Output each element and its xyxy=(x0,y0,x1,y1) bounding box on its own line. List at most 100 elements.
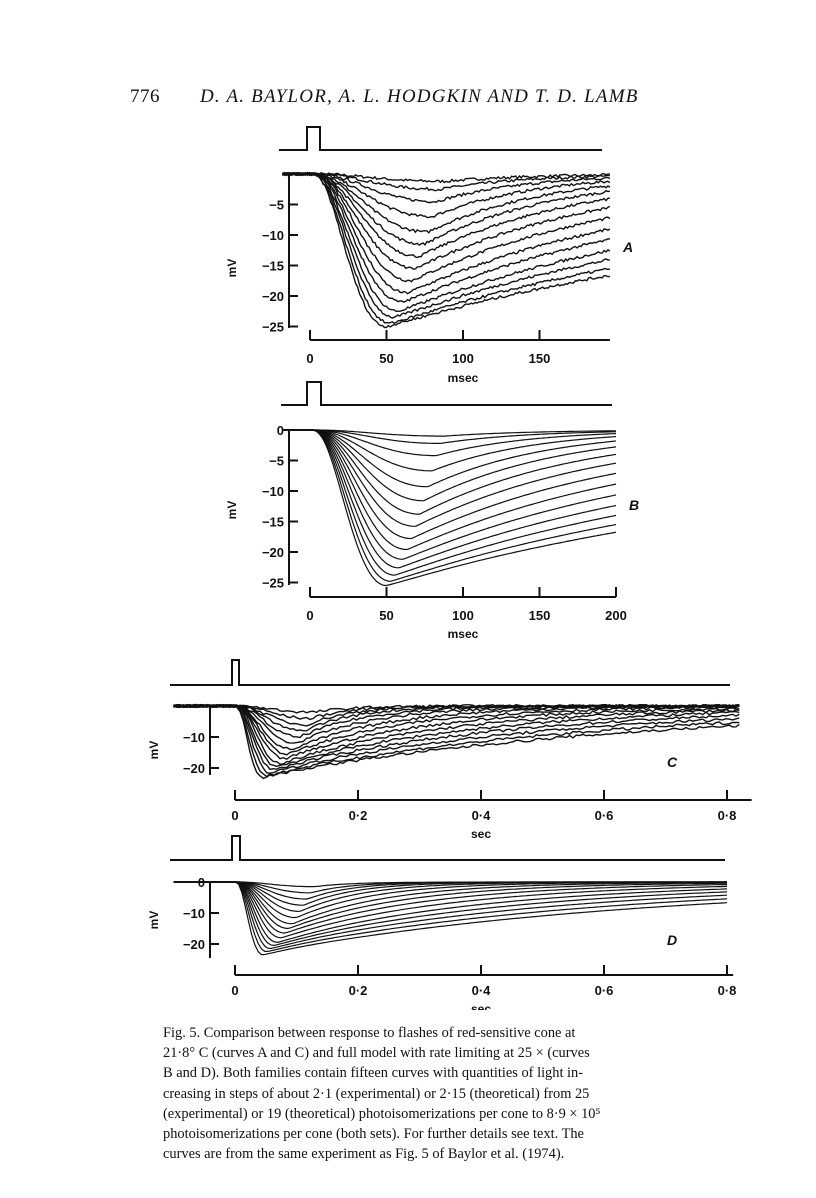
response-curve xyxy=(173,703,740,744)
response-curve xyxy=(282,429,617,515)
x-tick-label: 150 xyxy=(529,351,551,366)
y-tick-label: −10 xyxy=(183,730,205,745)
y-tick-label: 0 xyxy=(277,423,284,438)
response-curve xyxy=(282,429,617,488)
y-axis-label: mV xyxy=(147,741,161,760)
response-curve xyxy=(173,703,740,765)
figure-caption: Fig. 5. Comparison between response to f… xyxy=(163,1023,735,1164)
x-tick-label: 0·8 xyxy=(718,983,737,998)
caption-line: photoisomerizations per cone (both sets)… xyxy=(163,1126,584,1143)
panel-letter-b: B xyxy=(629,497,639,513)
y-axis-label: mV xyxy=(225,259,239,278)
response-curve xyxy=(282,172,611,234)
caption-line: 21·8° C (curves A and C) and full model … xyxy=(163,1045,590,1062)
response-curve xyxy=(173,703,740,780)
y-tick-label: −10 xyxy=(262,228,284,243)
figure-5: −5 −10 −15 −20 −25 mV 0 50 100 150 msec A 0 −5 −10 −15 −… xyxy=(147,126,752,1010)
response-curve xyxy=(282,171,611,313)
x-axis-label: sec xyxy=(471,827,491,841)
response-curve xyxy=(173,703,740,761)
response-curve xyxy=(282,429,617,540)
caption-line: creasing in steps of about 2·1 (experime… xyxy=(163,1085,590,1102)
caption-line: curves are from the same experiment as F… xyxy=(163,1146,565,1163)
x-tick-label: 150 xyxy=(529,608,551,623)
response-curve xyxy=(282,429,617,560)
flash-stimulus-trace xyxy=(170,659,730,686)
x-tick-label: 0·6 xyxy=(595,983,614,998)
y-tick-label: −5 xyxy=(269,198,284,213)
x-tick-label: 100 xyxy=(452,351,474,366)
x-tick-label: 0 xyxy=(306,351,313,366)
x-tick-label: 0 xyxy=(231,983,238,998)
response-curve xyxy=(173,703,740,739)
flash-stimulus-trace xyxy=(281,381,612,406)
response-curve xyxy=(173,881,728,947)
response-curve xyxy=(173,881,728,930)
caption-line: Fig. 5. Comparison between response to f… xyxy=(163,1025,576,1041)
x-tick-label: 0 xyxy=(231,808,238,823)
y-tick-label: −20 xyxy=(262,545,284,560)
x-tick-label: 50 xyxy=(379,608,393,623)
response-curve xyxy=(173,881,728,952)
response-curve xyxy=(173,703,740,751)
response-curve xyxy=(282,171,610,303)
response-curve xyxy=(282,171,611,295)
response-curve xyxy=(282,429,617,527)
y-tick-label: −10 xyxy=(183,906,205,921)
response-curve xyxy=(282,429,617,582)
response-curve xyxy=(281,171,610,184)
response-curve xyxy=(282,429,617,576)
response-curve xyxy=(282,171,611,324)
y-tick-label: −15 xyxy=(262,515,284,530)
y-tick-label: −25 xyxy=(262,320,284,335)
response-curve xyxy=(282,171,611,204)
x-axis-label: msec xyxy=(448,627,479,641)
caption-line: (experimental) or 19 (theoretical) photo… xyxy=(163,1105,601,1122)
response-curve xyxy=(282,172,611,219)
y-axis-label: mV xyxy=(147,911,161,930)
y-tick-label: −25 xyxy=(262,576,284,591)
x-axis-label: sec xyxy=(471,1002,491,1010)
running-header: 776 D. A. BAYLOR, A. L. HODGKIN AND T. D… xyxy=(130,86,730,116)
x-tick-label: 0·4 xyxy=(472,983,492,998)
response-curve xyxy=(173,881,728,939)
x-tick-label: 0 xyxy=(306,608,313,623)
y-tick-label: −20 xyxy=(262,289,284,304)
response-curve xyxy=(282,171,610,329)
response-curve xyxy=(282,429,617,587)
x-tick-label: 0·2 xyxy=(349,808,368,823)
response-curve xyxy=(282,171,610,259)
caption-line: B and D). Both families contain fifteen … xyxy=(163,1065,584,1082)
x-tick-label: 0·4 xyxy=(472,808,492,823)
y-tick-label: −5 xyxy=(269,454,284,469)
response-curve xyxy=(282,171,611,283)
response-curve xyxy=(282,171,610,319)
x-axis-label: msec xyxy=(448,371,479,385)
panel-letter-d: D xyxy=(667,932,677,948)
response-curve xyxy=(173,703,740,771)
x-tick-label: 50 xyxy=(379,351,393,366)
response-curve xyxy=(282,429,617,551)
response-curve xyxy=(282,429,617,472)
response-curve xyxy=(282,429,616,437)
y-tick-label: −20 xyxy=(183,937,205,952)
flash-stimulus-trace xyxy=(170,835,725,861)
response-curve xyxy=(173,881,727,925)
running-head-authors: D. A. BAYLOR, A. L. HODGKIN AND T. D. LA… xyxy=(200,86,639,107)
response-curve xyxy=(282,172,611,247)
x-tick-label: 200 xyxy=(605,608,627,623)
y-tick-label: −20 xyxy=(183,761,205,776)
response-curve xyxy=(173,703,740,774)
response-curve xyxy=(282,429,616,444)
response-curve xyxy=(173,881,728,956)
x-tick-label: 0·2 xyxy=(349,983,368,998)
response-curve xyxy=(282,429,617,502)
x-tick-label: 0·6 xyxy=(595,808,614,823)
y-tick-label: −15 xyxy=(262,259,284,274)
page-number: 776 xyxy=(130,86,160,107)
panel-letter-c: C xyxy=(667,754,678,770)
panel-letter-a: A xyxy=(622,239,633,255)
response-curve xyxy=(173,881,728,950)
y-axis-label: mV xyxy=(225,501,239,520)
response-curve xyxy=(173,881,727,919)
